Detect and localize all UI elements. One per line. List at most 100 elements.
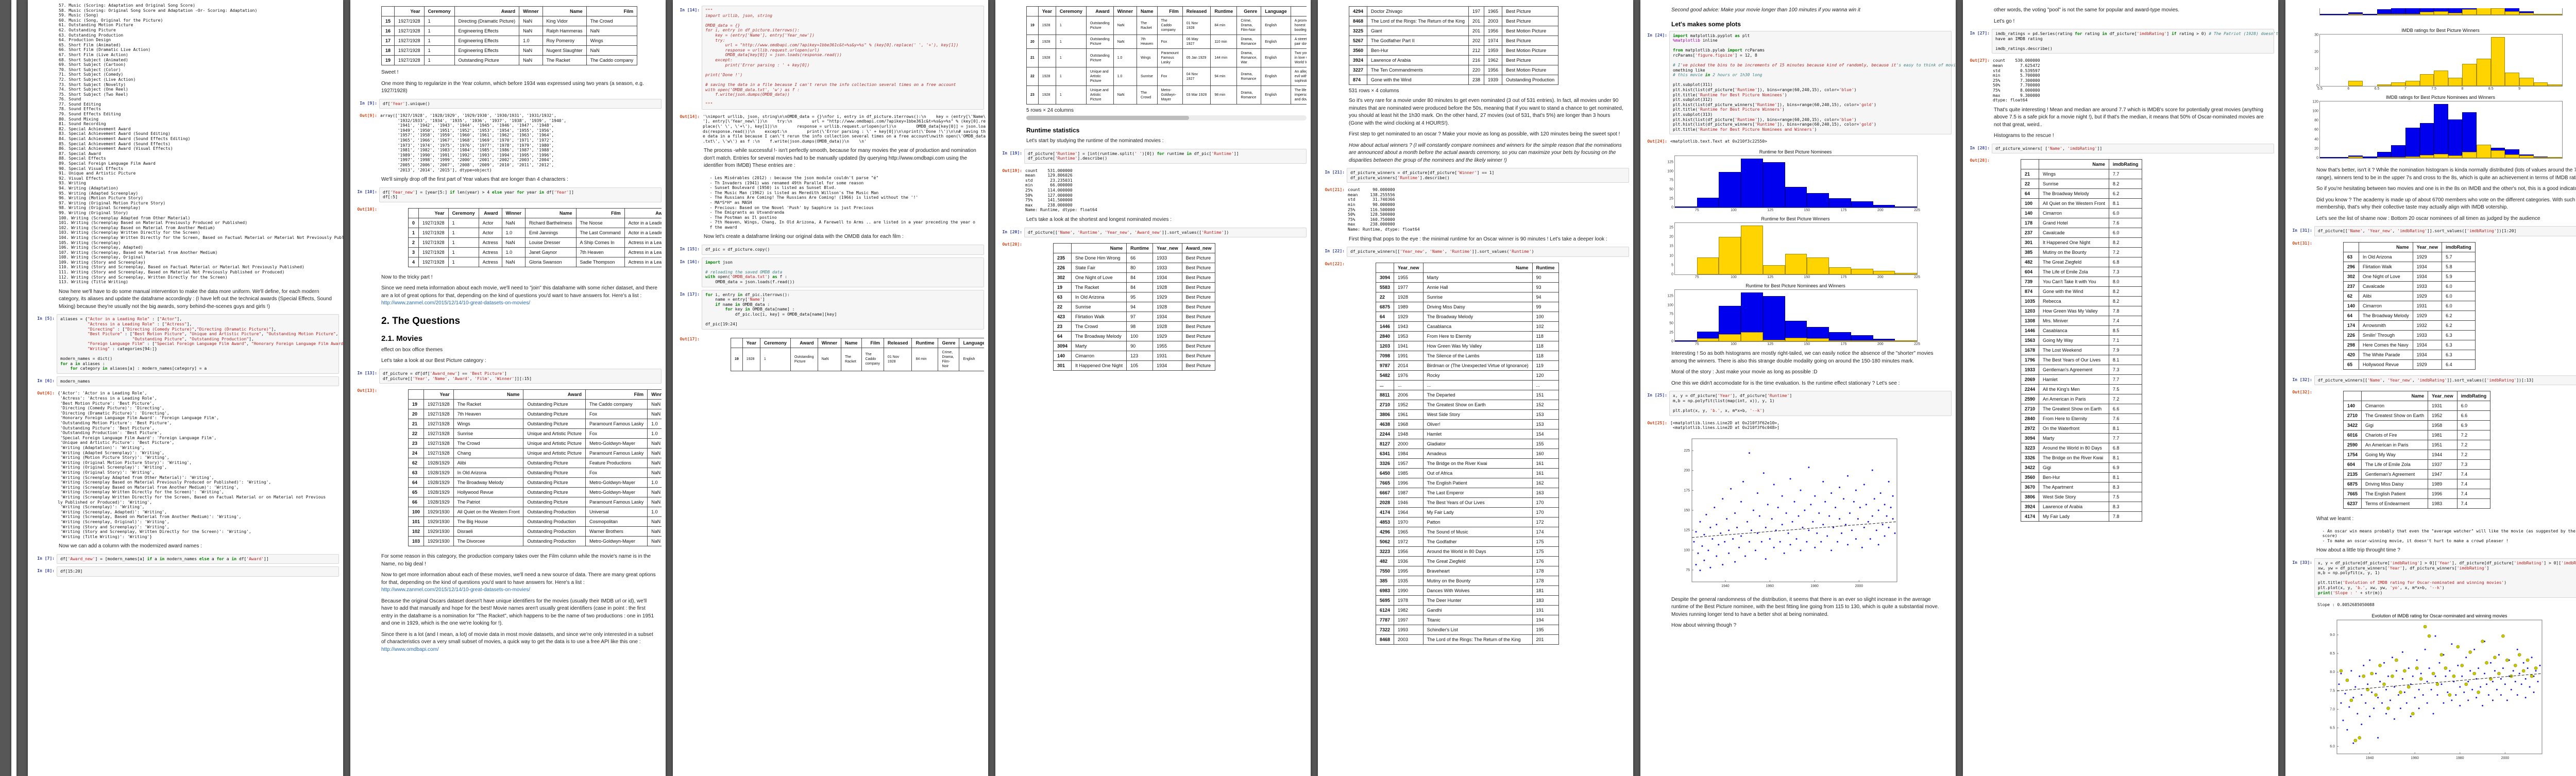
table-cell: 98 min <box>1210 85 1238 105</box>
row-index: 64 <box>2343 310 2360 321</box>
table-cell: Wings <box>586 36 638 46</box>
table-row: 6341 1984 Amadeus 160 <box>1376 448 1559 459</box>
table-cell: Fox <box>1157 67 1183 86</box>
table-cell: 1953 <box>1394 331 1423 341</box>
row-index: 19 <box>408 399 425 410</box>
input-prompt: In [13]: <box>357 370 377 375</box>
table-row: 7322 1993 Schindler's List 195 <box>1376 624 1559 635</box>
table-cell: Metro-Goldwyn-Mayer <box>1157 85 1183 105</box>
row-index: 296 <box>2343 261 2360 272</box>
row-index: 237 <box>2021 228 2040 238</box>
hist-bar <box>2462 152 2477 158</box>
svg-text:1960: 1960 <box>1766 584 1774 588</box>
table-cell: 90 <box>1126 341 1154 352</box>
table-cell: West Side Story <box>2039 492 2109 503</box>
table-cell: The Broadway Melody <box>1422 311 1533 322</box>
plot-area: 0204060801001205.566.577.588.59 <box>2319 8 2563 15</box>
chart-title: Runtime for Best Picture Nominees <box>1759 149 1832 155</box>
row-index: 7550 <box>1376 565 1395 576</box>
table-cell: English <box>959 347 984 371</box>
x-tick-label: 225 <box>1914 275 1920 280</box>
table-cell: 1937 <box>2428 459 2458 470</box>
table-row: 8468 2003 The Lord of the Rings: The Retur… <box>1376 634 1559 645</box>
table-cell: Best Picture <box>1181 312 1216 322</box>
page-pg-10: other words, the voting "pool" is not th… <box>1963 0 2278 776</box>
table-row: 1446 Casablanca 8.5 <box>2021 325 2143 336</box>
column-header: imdbRating <box>2456 391 2491 402</box>
table-cell: 2003 <box>1484 16 1503 26</box>
hist-bar <box>2533 157 2548 158</box>
table-row: 9787 2014 Birdman or (The Unexpected Virtu… <box>1376 360 1559 371</box>
cell-row: In [16]: import json # reloading the save… <box>675 257 984 287</box>
x-tick-label: 225 <box>1914 342 1920 347</box>
table-cell: Arrowsmith <box>2359 320 2413 331</box>
hist-bar <box>2348 81 2363 86</box>
table-cell: Best Picture <box>1181 282 1216 293</box>
output-text: {'Actor': 'Actor in a Leading Role', 'Ac… <box>58 391 326 539</box>
table-cell: 7.6 <box>2108 413 2143 424</box>
paragraph-text: Now we can add a column with the moderni… <box>59 543 202 549</box>
table-cell: Outstanding Picture <box>523 419 586 429</box>
table-cell: Actress <box>478 247 502 257</box>
y-tick-label: 25 <box>1669 331 1673 335</box>
horizontal-scrollbar[interactable] <box>1026 115 1307 120</box>
table-cell: 6.6 <box>2456 410 2491 421</box>
table-cell: 1 <box>759 347 791 371</box>
table-cell: My Fair Lady <box>2039 511 2109 522</box>
column-header: Ceremony <box>759 337 791 348</box>
table-cell: Crime, Drama, Film-Noir <box>938 347 960 371</box>
table-cell: 1974 <box>1484 36 1503 46</box>
svg-text:6.0: 6.0 <box>2330 745 2335 748</box>
table-cell: It Happened One Night <box>1071 360 1127 371</box>
row-index: 8468 <box>1376 634 1395 645</box>
table-cell: 1928/1929 <box>423 468 454 478</box>
table-cell: 1961 <box>1394 409 1423 420</box>
table-cell: 174 <box>1532 526 1559 537</box>
table-cell: NaN <box>647 497 662 508</box>
table-cell: Outstanding Production <box>1502 75 1559 85</box>
cell-row: In [25]: x, y = df_picture['Year'], df_pi… <box>1642 391 1952 416</box>
x-tick-label: 150 <box>1804 342 1810 347</box>
table-cell: 1929 <box>2412 290 2443 301</box>
table-cell: 1 <box>423 26 455 36</box>
subsection-heading: 2.1. Movies <box>381 334 423 343</box>
table-cell: A promoter-turned-racketeer faces off ag… <box>1290 16 1307 35</box>
table-cell: 1927/1928 <box>418 237 449 248</box>
row-index: 100 <box>408 507 425 518</box>
table-cell: Metro-Goldwyn-Mayer <box>585 487 648 498</box>
page-pg-04: 57. Music (Scoring: Adaptation and Origi… <box>28 0 343 776</box>
table-cell: My Fair Lady <box>1422 507 1533 518</box>
table-cell: 1933 <box>2412 281 2443 291</box>
hyperlink[interactable]: http://www.omdbapi.com/ <box>381 646 439 652</box>
table-cell: 1968 <box>1394 419 1423 429</box>
hyperlink[interactable]: http://www.zanmel.com/2015/12/14/10-grea… <box>381 587 531 593</box>
table-cell: NaN <box>501 256 526 267</box>
table-row: 5695 1978 The Deer Hunter 183 <box>1376 595 1559 606</box>
cell-row: Out[32]: Name Year_new imdbRating 140 Cimarro… <box>2287 388 2576 512</box>
scrollbar-thumb[interactable] <box>1026 116 1189 120</box>
table-cell: 1929 <box>2412 251 2443 262</box>
table-row: 1308 Mrs. Miniver 7.4 <box>2021 316 2143 326</box>
table-row: 3560 Ben-Hur 212 1959 Best Motion Picture <box>1349 45 1559 56</box>
table-row: 63 In Old Arizona 1929 5.7 <box>2343 251 2476 262</box>
hist-bar <box>1851 269 1873 275</box>
table-cell: Fox <box>585 468 648 478</box>
paragraph-text: Did you know ? The academy is made up of… <box>2316 197 2576 211</box>
cell-row: In [21]: df_picture_winners = df_picture[… <box>1320 168 1629 183</box>
table-cell: 7.4 <box>2456 479 2491 490</box>
table-cell: 94 <box>1126 302 1154 313</box>
row-index: 22 <box>408 428 425 439</box>
hyperlink[interactable]: http://www.zanmel.com/2015/12/14/10-grea… <box>381 300 531 306</box>
dataframe-wrap: Name imdbRating 21 Wings 7.7 22 Sunrise 8.2 64 Th… <box>2021 159 2143 522</box>
svg-text:2000: 2000 <box>1855 584 1863 588</box>
column-header: Film <box>575 208 625 218</box>
x-tick-label: 7 <box>2404 87 2406 91</box>
table-cell: 99 <box>1532 301 1559 312</box>
row-index: 66 <box>408 497 425 508</box>
table-row: 1933 Gentleman's Agreement 7.3 <box>2021 365 2143 375</box>
table-cell: Engineering Effects <box>454 45 520 56</box>
paragraph: Now that's better, isn't it ? While the … <box>2316 167 2576 182</box>
column-header: Plot <box>1290 6 1307 16</box>
table-cell: 8.2 <box>2108 179 2143 189</box>
row-index: 23 <box>1053 321 1072 332</box>
